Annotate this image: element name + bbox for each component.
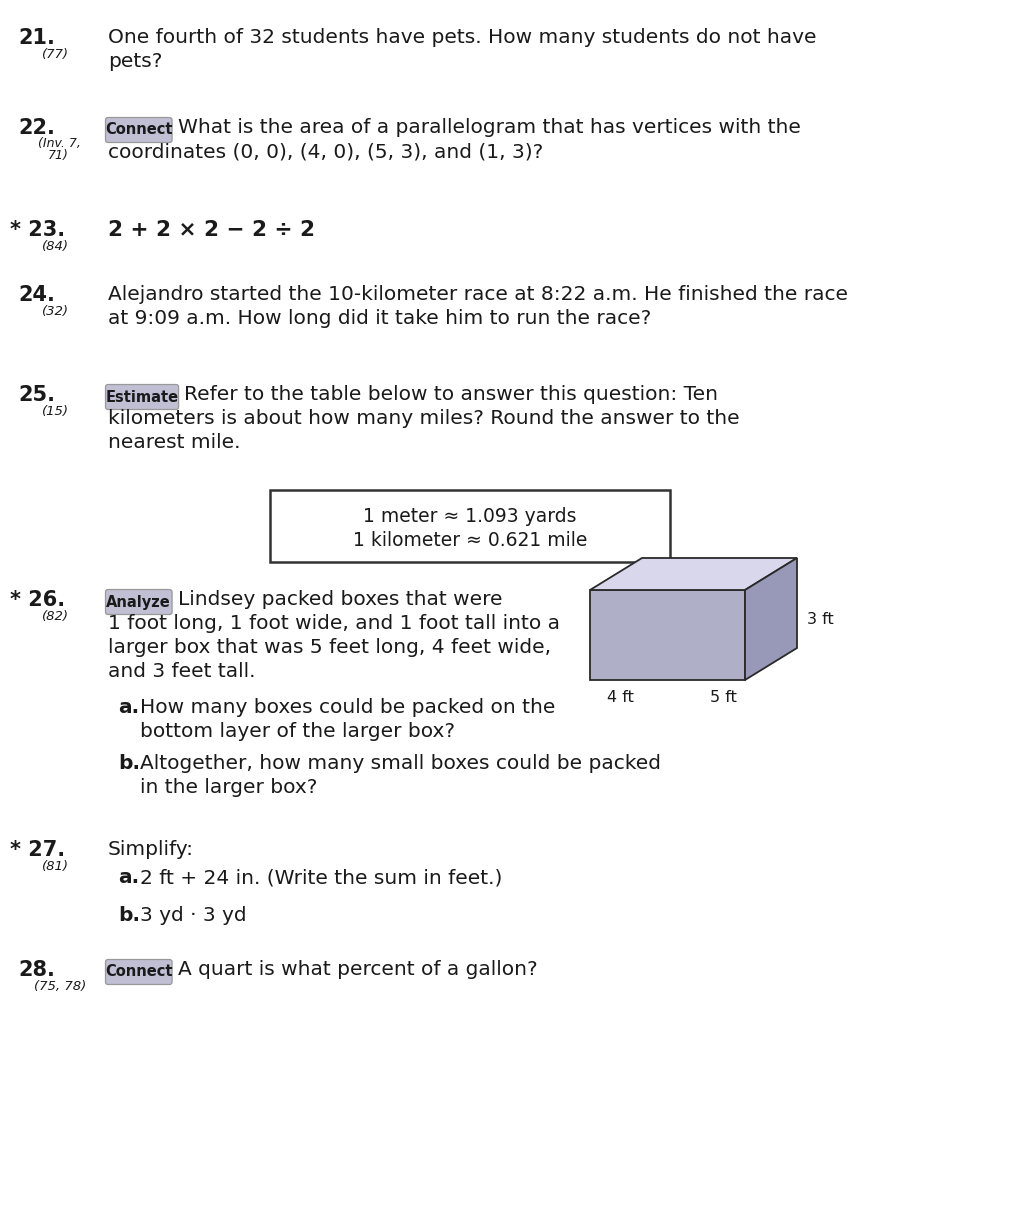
Text: Estimate: Estimate (106, 389, 179, 405)
Text: 2 ft + 24 in. (Write the sum in feet.): 2 ft + 24 in. (Write the sum in feet.) (140, 867, 503, 887)
Text: Lindsey packed boxes that were: Lindsey packed boxes that were (178, 590, 502, 609)
Text: kilometers is about how many miles? Round the answer to the: kilometers is about how many miles? Roun… (108, 409, 739, 428)
Text: Altogether, how many small boxes could be packed: Altogether, how many small boxes could b… (140, 754, 661, 773)
Text: 28.: 28. (19, 960, 54, 980)
Text: (77): (77) (42, 48, 69, 61)
Text: A quart is what percent of a gallon?: A quart is what percent of a gallon? (178, 960, 538, 978)
Text: Refer to the table below to answer this question: Ten: Refer to the table below to answer this … (184, 386, 719, 404)
Text: b.: b. (118, 754, 140, 773)
Text: (81): (81) (42, 860, 69, 874)
Text: 4 ft: 4 ft (607, 691, 633, 705)
Text: What is the area of a parallelogram that has vertices with the: What is the area of a parallelogram that… (178, 118, 801, 137)
FancyBboxPatch shape (106, 384, 179, 410)
Text: 25.: 25. (19, 386, 56, 405)
FancyBboxPatch shape (106, 959, 172, 985)
Text: Connect: Connect (105, 122, 173, 138)
Polygon shape (590, 590, 745, 680)
Text: Connect: Connect (105, 965, 173, 980)
Text: b.: b. (118, 906, 140, 925)
Text: 5 ft: 5 ft (710, 691, 737, 705)
Text: (Inv. 7,: (Inv. 7, (38, 137, 81, 150)
FancyBboxPatch shape (106, 117, 172, 143)
Text: 24.: 24. (19, 285, 54, 305)
Text: coordinates (0, 0), (4, 0), (5, 3), and (1, 3)?: coordinates (0, 0), (4, 0), (5, 3), and … (108, 142, 543, 161)
Text: (75, 78): (75, 78) (34, 980, 86, 993)
Text: (15): (15) (42, 405, 69, 418)
Polygon shape (745, 558, 797, 680)
Text: * 27.: * 27. (10, 841, 65, 860)
Text: 3 ft: 3 ft (807, 611, 834, 627)
Text: Alejandro started the 10-kilometer race at 8:22 a.m. He finished the race: Alejandro started the 10-kilometer race … (108, 285, 848, 304)
Text: * 23.: * 23. (10, 220, 65, 240)
Text: Analyze: Analyze (107, 594, 171, 610)
FancyBboxPatch shape (106, 589, 172, 615)
Text: How many boxes could be packed on the: How many boxes could be packed on the (140, 698, 555, 717)
Text: 1 foot long, 1 foot wide, and 1 foot tall into a: 1 foot long, 1 foot wide, and 1 foot tal… (108, 614, 560, 633)
Text: 3 yd · 3 yd: 3 yd · 3 yd (140, 906, 247, 925)
Text: in the larger box?: in the larger box? (140, 778, 318, 797)
Text: nearest mile.: nearest mile. (108, 433, 241, 451)
Text: a.: a. (118, 698, 139, 717)
Text: (84): (84) (42, 240, 69, 253)
Text: 1 kilometer ≈ 0.621 mile: 1 kilometer ≈ 0.621 mile (353, 531, 587, 549)
Text: and 3 feet tall.: and 3 feet tall. (108, 662, 256, 681)
Text: Simplify:: Simplify: (108, 841, 194, 859)
Text: * 26.: * 26. (10, 590, 65, 610)
Text: at 9:09 a.m. How long did it take him to run the race?: at 9:09 a.m. How long did it take him to… (108, 309, 652, 328)
Text: 21.: 21. (19, 28, 54, 48)
Text: 1 meter ≈ 1.093 yards: 1 meter ≈ 1.093 yards (363, 506, 577, 526)
Text: (82): (82) (42, 610, 69, 623)
Text: bottom layer of the larger box?: bottom layer of the larger box? (140, 722, 455, 741)
Text: 22.: 22. (19, 118, 54, 138)
Text: a.: a. (118, 867, 139, 887)
Text: (32): (32) (42, 305, 69, 318)
Polygon shape (590, 558, 797, 590)
Bar (270, 490, 670, 562)
Text: pets?: pets? (108, 52, 162, 71)
Text: 71): 71) (48, 149, 69, 162)
Text: One fourth of 32 students have pets. How many students do not have: One fourth of 32 students have pets. How… (108, 28, 816, 48)
Text: larger box that was 5 feet long, 4 feet wide,: larger box that was 5 feet long, 4 feet … (108, 638, 551, 658)
Text: 2 + 2 × 2 − 2 ÷ 2: 2 + 2 × 2 − 2 ÷ 2 (108, 220, 315, 240)
